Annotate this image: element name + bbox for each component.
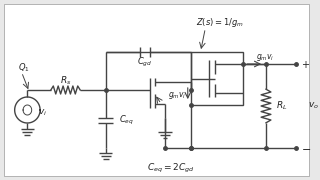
Text: $Q_1$: $Q_1$ xyxy=(18,62,29,74)
Text: $C_{gd}$: $C_{gd}$ xyxy=(137,55,152,69)
Bar xyxy=(191,52,243,105)
Text: $R_L$: $R_L$ xyxy=(276,100,287,112)
Text: $v_i$: $v_i$ xyxy=(38,108,47,118)
Text: $v_o$: $v_o$ xyxy=(308,101,319,111)
Text: $R_s$: $R_s$ xyxy=(60,75,71,87)
Text: $Z(s)=1/g_m$: $Z(s)=1/g_m$ xyxy=(196,15,244,28)
Text: $C_{eq}$: $C_{eq}$ xyxy=(119,113,134,127)
Text: $g_m v_i$: $g_m v_i$ xyxy=(256,51,275,62)
Text: $-$: $-$ xyxy=(301,143,311,153)
Text: $C_{eq}=2C_{gd}$: $C_{eq}=2C_{gd}$ xyxy=(148,161,195,175)
Text: $g_m v_i$: $g_m v_i$ xyxy=(168,89,186,100)
Text: $+$: $+$ xyxy=(301,58,310,69)
